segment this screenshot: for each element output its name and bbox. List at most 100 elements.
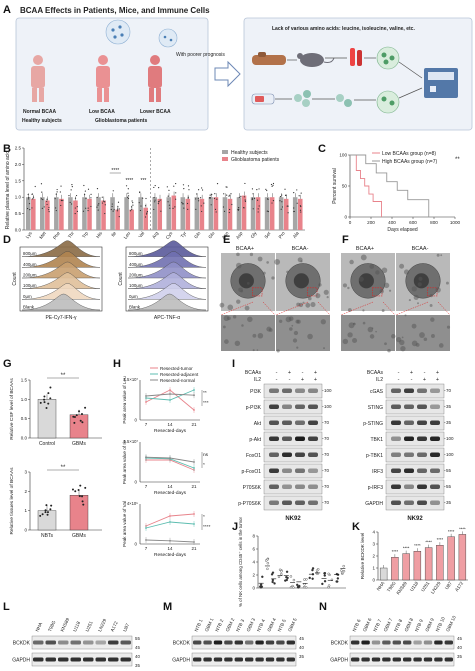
f-em-right-organelle: [445, 281, 449, 285]
i-right-band: [417, 468, 427, 473]
b-point: [82, 210, 85, 212]
b-bar: [250, 197, 256, 230]
b-point: [90, 197, 92, 199]
j-point: [311, 568, 314, 572]
m-lane-label: NTB 4: [256, 618, 266, 632]
m-band: [265, 657, 275, 662]
b-bar: [227, 198, 233, 230]
i-right-blot-strip: [385, 431, 445, 447]
b-point: [117, 201, 120, 203]
b-point: [43, 206, 45, 208]
b-point: [31, 207, 33, 209]
i-right-band: [404, 468, 414, 473]
i-left-kd-label: 100: [324, 404, 332, 409]
b-point: [166, 186, 168, 188]
b-point: [167, 195, 169, 197]
i-right-band: [417, 404, 427, 409]
panel-d-letter: D: [3, 234, 11, 246]
l-band: [33, 657, 44, 662]
g-bottom-point: [77, 489, 80, 492]
n-band: [371, 657, 381, 662]
e-em-right-organelle: [286, 270, 289, 274]
b-point: [87, 209, 89, 212]
i-right-protein-label: p-TBK1: [366, 453, 383, 459]
h-legend-label: Resected-tumor: [160, 366, 193, 371]
j-y-tick-label: 6: [252, 547, 255, 552]
b-point: [74, 212, 76, 215]
i-left-kd-label: 70: [324, 468, 330, 473]
n-band: [351, 657, 360, 662]
i-left-band: [308, 500, 318, 505]
b-point: [60, 185, 62, 187]
i-right-band: [404, 436, 414, 441]
b-bar: [54, 197, 59, 230]
i-left-band: [308, 388, 318, 393]
b-point: [237, 208, 239, 211]
f-em-right-organelle: [411, 286, 417, 292]
b-point: [182, 203, 184, 205]
e-em-right-organelle: [310, 302, 316, 308]
n-lane-label: NTB 8: [393, 618, 403, 632]
b-point: [271, 202, 273, 204]
b-point: [97, 204, 99, 206]
b-sig-label: ****: [125, 178, 133, 184]
i-left-bcaa-sign: +: [288, 370, 291, 376]
i-left-blot-strip: [263, 495, 323, 511]
j-y-tick-label: 2: [252, 573, 255, 578]
n-band: [382, 657, 391, 662]
h-y-axis-label: Peak area value of Val: [122, 501, 127, 547]
b-y-tick-label: 0.0: [15, 228, 22, 233]
panel-a-flow-arrows: [275, 57, 423, 101]
i-right-kd-label: 100: [446, 452, 454, 457]
f-em-left-organelle: [381, 309, 385, 312]
i-left-protein-label: p-P70S6K: [238, 501, 261, 507]
f-zoom-right-organelle: [419, 332, 425, 338]
i-left-band: [308, 404, 318, 409]
b-bar: [278, 197, 284, 230]
i-left-bcaa-sign: +: [314, 370, 317, 376]
b-point: [154, 201, 156, 203]
l-band: [120, 640, 131, 645]
i-right-bcaa-sign: +: [436, 370, 439, 376]
m-lane-label: GBM 2: [225, 617, 236, 632]
b-category-label: Lys: [25, 230, 34, 239]
i-right-bcaa-sign: +: [410, 370, 413, 376]
b-category-label: Val: [138, 231, 146, 239]
b-point: [267, 198, 269, 200]
ef-zoom-guide: [382, 301, 396, 316]
b-point: [157, 202, 159, 205]
b-point: [216, 182, 219, 185]
f-zoom-right-organelle: [446, 325, 451, 329]
healthy-subjects-label: Healthy subjects: [22, 118, 62, 124]
i-right-kd-label: 35: [446, 404, 452, 409]
b-bar: [222, 197, 228, 230]
n-band: [444, 657, 453, 662]
i-right-band: [430, 420, 440, 425]
f-em-left-organelle: [375, 270, 380, 275]
e-em-left-organelle: [249, 252, 254, 257]
f-em-right-organelle: [429, 304, 433, 307]
i-right-band: [404, 452, 414, 457]
h-point: [193, 389, 195, 391]
h-sig-label: ****: [203, 524, 211, 530]
b-category-label: His: [95, 230, 103, 239]
j-point: [327, 584, 331, 587]
b-point: [112, 210, 114, 212]
k-category-label: LN229: [430, 580, 442, 594]
b-point: [299, 209, 302, 211]
h-point: [193, 394, 195, 397]
g-top-point: [45, 407, 48, 410]
b-point: [85, 207, 87, 209]
b-point: [281, 206, 284, 208]
i-right-band: [404, 500, 414, 505]
ef-zoom-guide: [340, 301, 374, 316]
f-zoom-left-organelle: [375, 330, 377, 333]
f-em-left-organelle: [358, 276, 364, 282]
i-right-blot-strip: [385, 415, 445, 431]
f-em-right-organelle: [440, 254, 443, 257]
j-point: [321, 582, 324, 586]
k-category-label: T98G: [386, 580, 397, 593]
l-protein-label: BCKDK: [13, 641, 31, 647]
